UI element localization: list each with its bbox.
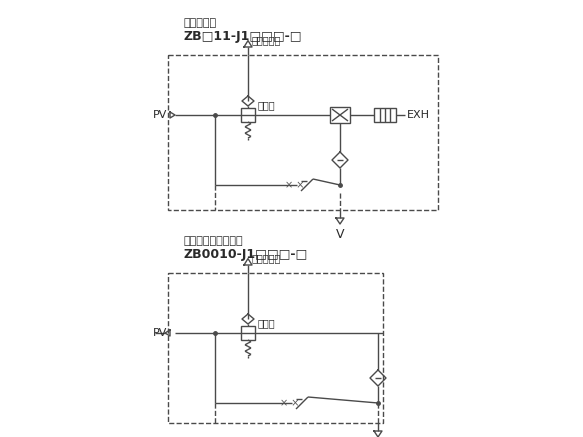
Text: 大気開放口: 大気開放口 xyxy=(252,35,282,45)
Text: EXH: EXH xyxy=(407,110,430,120)
Bar xyxy=(168,273,383,423)
Text: 真空ポンプシステム: 真空ポンプシステム xyxy=(183,236,243,246)
Bar xyxy=(241,108,255,122)
Bar xyxy=(374,108,396,122)
Text: PV: PV xyxy=(153,110,167,120)
Text: 供給弁: 供給弁 xyxy=(258,318,276,328)
Text: エジェクタ: エジェクタ xyxy=(183,18,216,28)
Text: × ×: × × xyxy=(280,398,300,408)
Text: 供給弁: 供給弁 xyxy=(258,100,276,110)
Text: ZB0010-J1□□□-□: ZB0010-J1□□□-□ xyxy=(183,248,307,261)
Text: × ×: × × xyxy=(285,180,304,190)
Bar xyxy=(241,326,255,340)
Bar xyxy=(330,107,350,123)
Bar xyxy=(168,55,438,210)
Text: ZB□11-J1□□□-□: ZB□11-J1□□□-□ xyxy=(183,30,301,43)
Text: 大気開放口: 大気開放口 xyxy=(252,253,282,263)
Text: PV: PV xyxy=(153,328,167,338)
Text: V: V xyxy=(336,228,344,241)
